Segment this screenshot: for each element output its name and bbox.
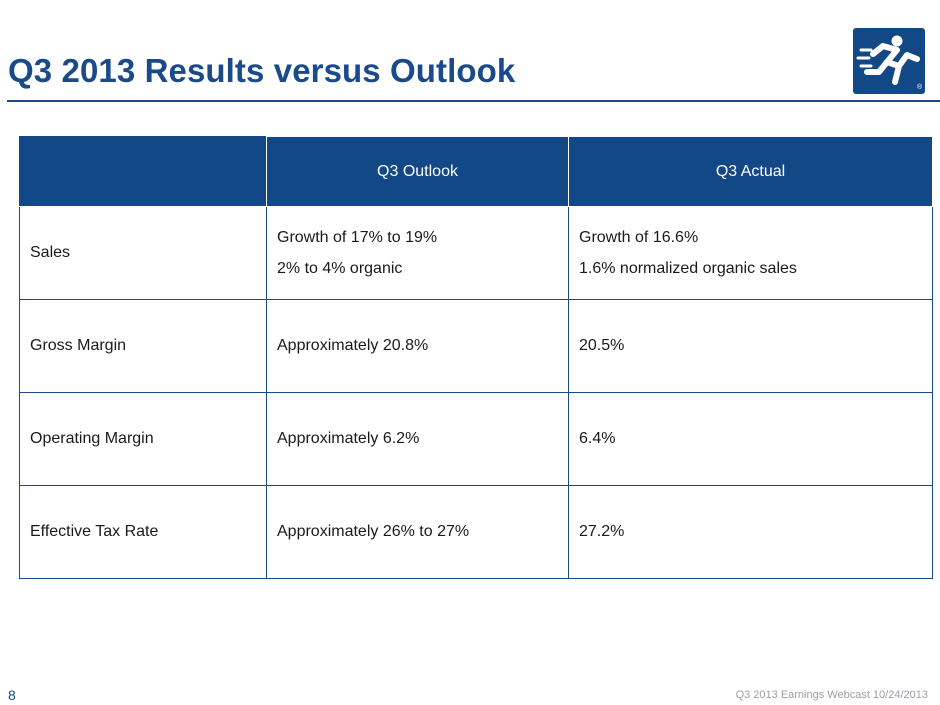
header-cell-blank xyxy=(19,136,267,207)
company-logo: ® xyxy=(853,28,925,94)
outlook-cell: Approximately 20.8% xyxy=(266,299,569,393)
outlook-cell: Growth of 17% to 19% 2% to 4% organic xyxy=(266,206,569,300)
results-table: Q3 Outlook Q3 Actual Sales Growth of 17%… xyxy=(19,136,933,579)
actual-cell: 6.4% xyxy=(568,392,933,486)
actual-line: 1.6% normalized organic sales xyxy=(579,260,797,277)
header-cell-actual: Q3 Actual xyxy=(568,136,933,207)
table-row-effective-tax-rate: Effective Tax Rate Approximately 26% to … xyxy=(19,485,933,579)
title-divider xyxy=(7,100,940,102)
metric-cell: Effective Tax Rate xyxy=(19,485,267,579)
actual-cell: Growth of 16.6% 1.6% normalized organic … xyxy=(568,206,933,300)
table-row-operating-margin: Operating Margin Approximately 6.2% 6.4% xyxy=(19,392,933,486)
outlook-cell: Approximately 26% to 27% xyxy=(266,485,569,579)
metric-cell: Sales xyxy=(19,206,267,300)
outlook-line: 2% to 4% organic xyxy=(277,260,403,277)
metric-cell: Operating Margin xyxy=(19,392,267,486)
slide-title: Q3 2013 Results versus Outlook xyxy=(8,52,516,89)
page-number: 8 xyxy=(8,687,16,703)
outlook-cell: Approximately 6.2% xyxy=(266,392,569,486)
header-cell-outlook: Q3 Outlook xyxy=(266,136,569,207)
running-man-icon: ® xyxy=(853,28,925,94)
actual-cell: 20.5% xyxy=(568,299,933,393)
table-row-sales: Sales Growth of 17% to 19% 2% to 4% orga… xyxy=(19,206,933,300)
metric-cell: Gross Margin xyxy=(19,299,267,393)
actual-line: Growth of 16.6% xyxy=(579,229,699,246)
actual-cell: 27.2% xyxy=(568,485,933,579)
registered-mark: ® xyxy=(917,83,923,91)
footer-caption: Q3 2013 Earnings Webcast 10/24/2013 xyxy=(735,689,928,701)
table-row-gross-margin: Gross Margin Approximately 20.8% 20.5% xyxy=(19,299,933,393)
table-header-row: Q3 Outlook Q3 Actual xyxy=(19,136,933,207)
outlook-line: Growth of 17% to 19% xyxy=(277,229,438,246)
